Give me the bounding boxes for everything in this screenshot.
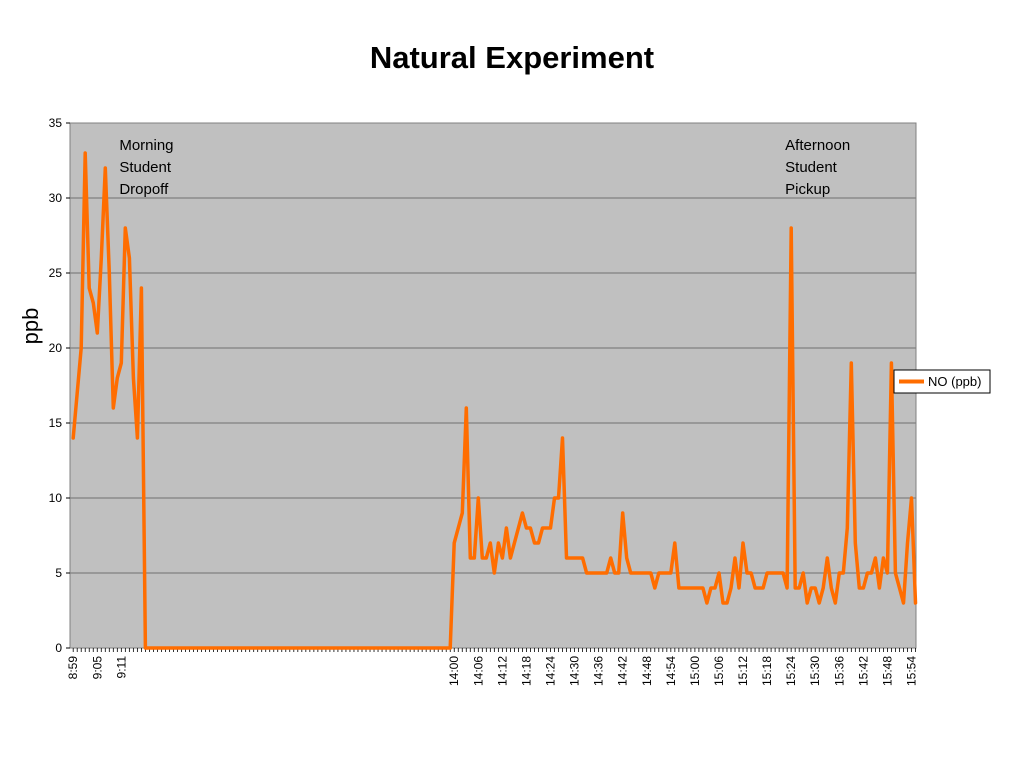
x-tick-label: 14:06 (471, 656, 485, 686)
legend-label-no-ppb: NO (ppb) (928, 374, 981, 389)
series-line-no-ppb (71, 151, 918, 650)
x-tick-label: 15:54 (904, 656, 918, 686)
x-tick-label: 15:18 (760, 656, 774, 686)
chart-title: Natural Experiment (369, 40, 655, 75)
y-axis-ticks: 0 5 10 15 20 25 30 35 (49, 116, 70, 655)
annotation-line: Student (785, 159, 838, 176)
y-tick-label: 30 (49, 191, 63, 205)
x-tick-label: 15:30 (808, 656, 822, 686)
x-tick-label: 14:12 (495, 656, 509, 686)
x-tick-label: 15:24 (784, 656, 798, 686)
x-tick-label: 8:59 (66, 656, 80, 680)
y-axis-label: ppb (18, 308, 43, 345)
annotation-line: Dropoff (119, 181, 169, 198)
x-tick-label: 14:18 (519, 656, 533, 686)
y-tick-label: 15 (49, 416, 63, 430)
x-tick-label: 14:30 (568, 656, 582, 686)
y-tick-label: 20 (49, 341, 63, 355)
x-tick-label: 9:11 (114, 656, 128, 679)
y-tick-label: 10 (49, 491, 63, 505)
x-tick-label: 14:48 (640, 656, 654, 686)
x-tick-label: 15:42 (856, 656, 870, 686)
x-tick-label: 15:00 (688, 656, 702, 686)
x-tick-label: 14:36 (592, 656, 606, 686)
y-tick-label: 25 (49, 266, 63, 280)
x-tick-label: 14:24 (544, 656, 558, 686)
annotation-line: Student (119, 159, 172, 176)
x-tick-label: 15:06 (712, 656, 726, 686)
y-tick-label: 0 (55, 641, 62, 655)
legend-box (893, 369, 991, 394)
x-tick-label: 15:12 (736, 656, 750, 686)
x-tick-label: 14:00 (447, 656, 461, 686)
x-tick-label: 15:36 (832, 656, 846, 686)
x-axis-ticks: 8:59 9:05 9:11 14:00 14:06 14:12 14:18 14:24 14:… (66, 648, 918, 686)
annotation-line: Morning (119, 137, 173, 154)
y-tick-label: 5 (55, 566, 62, 580)
x-tick-label: 15:48 (880, 656, 894, 686)
x-tick-label: 14:42 (616, 656, 630, 686)
annotation-line: Pickup (785, 181, 830, 198)
gridlines (70, 197, 916, 574)
annotation-line: Afternoon (785, 137, 850, 154)
y-tick-label: 35 (49, 116, 63, 130)
x-tick-label: 9:05 (90, 656, 104, 680)
annotations: Morning Student Dropoff Afternoon Student Pic… (119, 137, 850, 198)
legend: NO (ppb) (893, 369, 991, 394)
x-tick-label: 14:54 (664, 656, 678, 686)
